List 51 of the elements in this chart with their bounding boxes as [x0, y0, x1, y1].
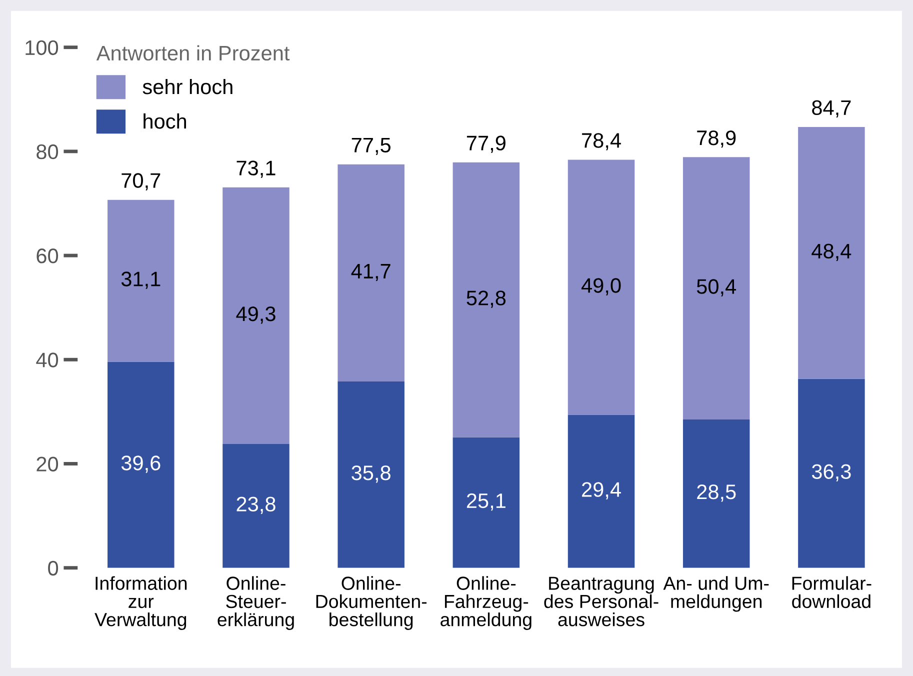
y-tick-label: 60	[36, 248, 58, 264]
bar	[568, 160, 635, 415]
bar	[108, 200, 174, 362]
data-label: 35,8	[352, 466, 390, 483]
bar	[798, 126, 865, 379]
x-tick-label: Online- Dokumenten- bestellung	[316, 576, 427, 630]
x-tick-label: An- und Um- meldungen	[663, 576, 769, 612]
total-label: 84,7	[812, 100, 851, 118]
bar	[222, 444, 290, 568]
data-label: 41,7	[351, 264, 390, 282]
total-label: 78,9	[697, 130, 736, 148]
data-label: 48,4	[812, 244, 852, 261]
x-tick-label: Beantragung des Personal- ausweises	[544, 576, 658, 626]
data-label: 23,8	[236, 496, 276, 514]
legend-title: Antworten in Prozent	[96, 45, 290, 61]
total-label: 78,4	[582, 133, 621, 150]
data-label: 52,8	[466, 290, 506, 308]
bar	[108, 362, 174, 568]
total-label: 77,9	[466, 136, 506, 153]
bar	[452, 437, 520, 568]
bar	[682, 419, 750, 568]
data-label: 25,1	[466, 493, 506, 511]
x-tick-label: Information zur Verwaltung	[94, 576, 187, 630]
bar	[222, 187, 290, 444]
total-label: 70,7	[122, 173, 160, 190]
data-label: 49,3	[236, 306, 276, 324]
bar	[798, 378, 865, 568]
x-tick-label: Online- Fahrzeug- anmeldung	[440, 576, 532, 630]
x-tick-label: Online- Steuer- erklärung	[218, 576, 294, 630]
data-label: 28,5	[697, 484, 736, 502]
y-tick-label: 0	[48, 560, 58, 576]
bar	[682, 157, 750, 420]
y-tick-label: 100	[26, 40, 58, 56]
total-label: 73,1	[236, 160, 276, 178]
y-tick-label: 40	[36, 352, 58, 368]
x-tick-label: Formular- download	[792, 576, 872, 608]
data-label: 29,4	[582, 482, 621, 500]
total-label: 77,5	[352, 138, 390, 155]
y-tick-label: 20	[36, 456, 58, 472]
bar	[338, 381, 404, 568]
data-label: 49,0	[581, 278, 621, 296]
data-label: 39,6	[121, 456, 160, 473]
bar	[338, 164, 404, 382]
bar	[568, 414, 635, 568]
legend-label: sehr hoch	[142, 78, 232, 94]
legend-label: hoch	[144, 113, 186, 129]
bar	[452, 162, 520, 438]
data-label: 31,1	[121, 272, 160, 289]
y-tick-label: 80	[36, 144, 58, 160]
data-label: 50,4	[696, 279, 736, 296]
data-label: 36,3	[812, 464, 851, 482]
